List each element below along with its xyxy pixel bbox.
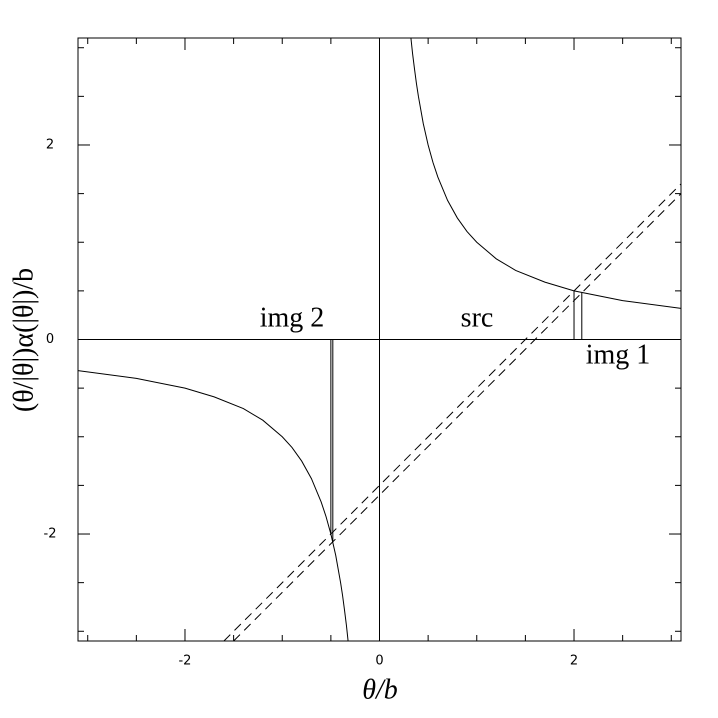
- y-axis-label: (θ/|θ|)α(|θ|)/b: [8, 268, 39, 412]
- annotation: img 2: [260, 302, 325, 333]
- dashed-line: [233, 193, 681, 641]
- annotation: img 1: [586, 339, 651, 370]
- x-axis-label: θ/b: [362, 674, 398, 705]
- x-tick-label: 2: [570, 654, 578, 669]
- plot-area: [78, 38, 681, 641]
- curve: [410, 38, 681, 309]
- x-tick-label: 0: [375, 654, 383, 669]
- x-tick-label: -2: [178, 654, 191, 669]
- curve: [78, 370, 349, 641]
- y-tick-label: 0: [46, 332, 54, 347]
- annotation: src: [461, 302, 494, 333]
- y-tick-label: 2: [46, 137, 54, 152]
- y-tick-label: -2: [44, 527, 57, 542]
- dashed-line: [223, 183, 681, 641]
